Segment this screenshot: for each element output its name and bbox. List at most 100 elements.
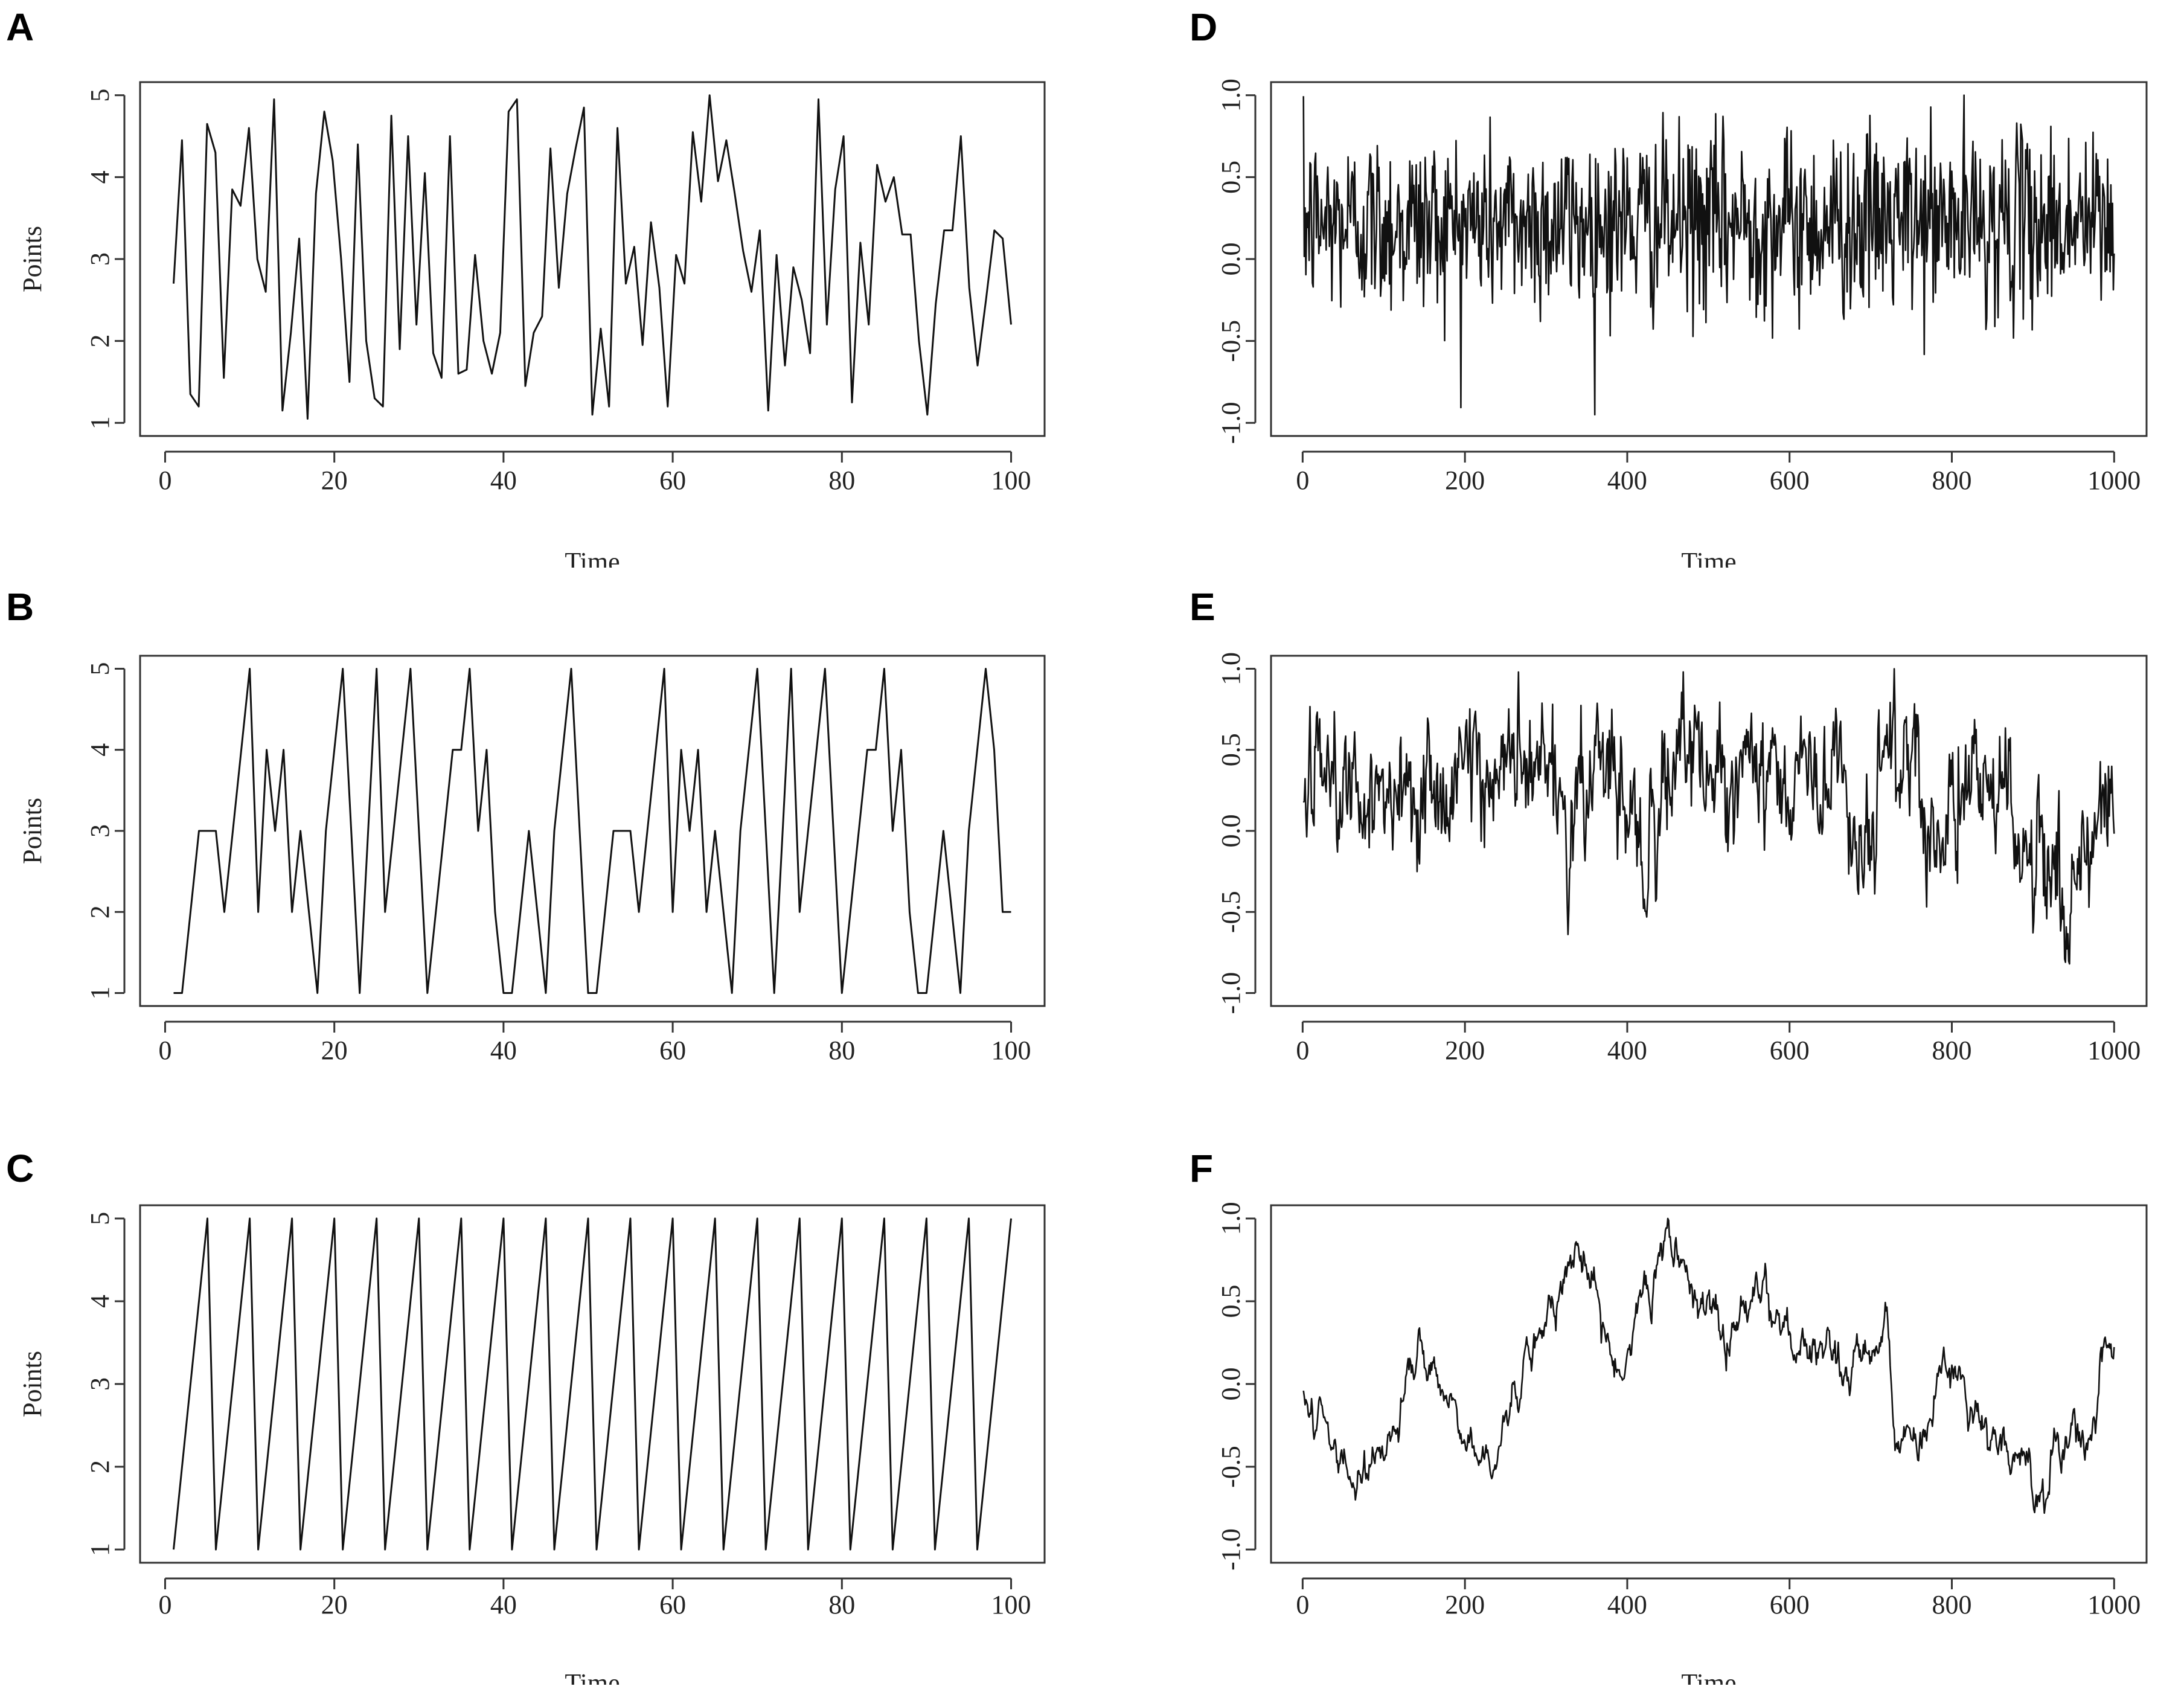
plot-frame-a	[139, 81, 1046, 437]
y-tick-label-c: 4	[85, 1295, 115, 1308]
x-axis-title-b: Time	[565, 1114, 620, 1117]
panel-letter-c: C	[6, 1147, 34, 1190]
series-line-b	[173, 668, 1011, 994]
y-tick-label-d: 0.5	[1216, 161, 1246, 194]
panel-b: B 1 2 3 4 5 0 20 40 60 80 100 Time Points	[0, 568, 1087, 1117]
y-tick-label-f: 1.0	[1216, 1202, 1246, 1235]
plot-frame-b	[139, 655, 1046, 1007]
x-tick-label-f: 400	[1607, 1590, 1647, 1620]
y-tick-label-f: -1.0	[1216, 1528, 1246, 1571]
chart-c: 1 2 3 4 5 0 20 40 60 80 100 Time Points	[18, 1204, 1046, 1685]
series-line-d	[1302, 94, 2115, 415]
x-tick-label-b: 0	[158, 1036, 171, 1065]
x-tick-label-a: 20	[321, 466, 348, 495]
y-tick-label-b: 2	[85, 905, 115, 918]
series-line-f	[1302, 1217, 2115, 1514]
x-tick-label-c: 60	[659, 1590, 686, 1620]
x-tick-label-c: 20	[321, 1590, 348, 1620]
chart-e: -1.0 -0.5 0.0 0.5 1.0 0 200 400 600 800 1000 Time	[1216, 652, 2148, 1117]
x-tick-label-e: 400	[1607, 1036, 1647, 1065]
x-tick-label-b: 40	[490, 1036, 517, 1065]
x-tick-label-d: 400	[1607, 466, 1647, 495]
plot-frame-d	[1270, 81, 2148, 437]
panel-c: C 1 2 3 4 5 0 20 40 60 80 100 Time Points	[0, 1117, 1087, 1685]
y-tick-label-e: 1.0	[1216, 652, 1246, 685]
x-tick-label-d: 0	[1296, 466, 1309, 495]
series-line-a	[173, 94, 1012, 420]
x-tick-label-b: 100	[991, 1036, 1031, 1065]
chart-a: 1 2 3 4 5 0 20 40 60 80 100 Time Points	[18, 81, 1046, 568]
x-tick-label-b: 60	[659, 1036, 686, 1065]
y-tick-label-d: -0.5	[1216, 320, 1246, 362]
x-tick-label-c: 100	[991, 1590, 1031, 1620]
y-tick-label-f: 0.5	[1216, 1284, 1246, 1318]
x-tick-label-d: 800	[1932, 466, 1972, 495]
panel-letter-a: A	[6, 5, 34, 49]
panel-a: A 1 2 3 4 5 0 20 40 60 80 100 Time Points	[0, 0, 1087, 568]
y-tick-label-e: -1.0	[1216, 972, 1246, 1014]
panel-d: D -1.0 -0.5 0.0 0.5 1.0 0 200 400 600 800 1000 Time	[1087, 0, 2184, 568]
y-tick-label-d: 1.0	[1216, 78, 1246, 112]
x-tick-label-e: 600	[1770, 1036, 1810, 1065]
chart-f: -1.0 -0.5 0.0 0.5 1.0 0 200 400 600 800 1000 Time	[1216, 1202, 2148, 1685]
x-tick-label-b: 20	[321, 1036, 348, 1065]
x-tick-label-a: 80	[828, 466, 855, 495]
y-tick-label-a: 2	[85, 335, 115, 348]
y-tick-label-e: -0.5	[1216, 891, 1246, 933]
x-tick-label-f: 0	[1296, 1590, 1309, 1620]
x-tick-label-d: 600	[1770, 466, 1810, 495]
x-tick-label-d: 200	[1445, 466, 1485, 495]
chart-d: -1.0 -0.5 0.0 0.5 1.0 0 200 400 600 800 1000 Time	[1216, 78, 2148, 568]
x-tick-label-a: 60	[659, 466, 686, 495]
y-tick-label-a: 5	[85, 89, 115, 102]
x-tick-label-a: 100	[991, 466, 1031, 495]
panel-e: E -1.0 -0.5 0.0 0.5 1.0 0 200 400 600 800 1000 Time	[1087, 568, 2184, 1117]
x-tick-label-c: 80	[828, 1590, 855, 1620]
y-tick-label-b: 4	[85, 743, 115, 757]
chart-b: 1 2 3 4 5 0 20 40 60 80 100 Time Points	[18, 655, 1046, 1117]
panel-letter-f: F	[1190, 1147, 1214, 1190]
y-tick-label-c: 3	[85, 1377, 115, 1391]
y-tick-label-e: 0.0	[1216, 815, 1246, 848]
panel-letter-b: B	[6, 585, 34, 629]
y-tick-label-c: 5	[85, 1212, 115, 1225]
plot-frame-f	[1270, 1204, 2148, 1564]
series-line-e	[1302, 668, 2115, 965]
series-line-c	[173, 1217, 1012, 1551]
y-axis-title-b: Points	[18, 798, 47, 864]
plot-frame-e	[1270, 655, 2148, 1007]
y-tick-label-c: 1	[85, 1543, 115, 1556]
x-axis-title-a: Time	[565, 547, 620, 568]
y-tick-label-a: 1	[85, 416, 115, 429]
panel-letter-d: D	[1190, 5, 1218, 49]
x-tick-label-e: 200	[1445, 1036, 1485, 1065]
x-tick-label-f: 800	[1932, 1590, 1972, 1620]
x-tick-label-f: 600	[1770, 1590, 1810, 1620]
x-tick-label-c: 40	[490, 1590, 517, 1620]
x-tick-label-f: 200	[1445, 1590, 1485, 1620]
y-tick-label-f: -0.5	[1216, 1446, 1246, 1488]
plot-frame-c	[139, 1204, 1046, 1564]
x-tick-label-a: 40	[490, 466, 517, 495]
x-tick-label-e: 0	[1296, 1036, 1309, 1065]
x-axis-title-f: Time	[1681, 1668, 1736, 1685]
y-tick-label-a: 4	[85, 170, 115, 184]
x-tick-label-c: 0	[158, 1590, 171, 1620]
panel-f: F -1.0 -0.5 0.0 0.5 1.0 0 200 400 600 800 1000 Time	[1087, 1117, 2184, 1685]
x-axis-title-d: Time	[1681, 547, 1736, 568]
y-tick-label-d: -1.0	[1216, 402, 1246, 444]
x-tick-label-a: 0	[158, 466, 171, 495]
y-tick-label-a: 3	[85, 252, 115, 266]
y-tick-label-c: 2	[85, 1460, 115, 1473]
y-tick-label-f: 0.0	[1216, 1368, 1246, 1401]
y-tick-label-d: 0.0	[1216, 243, 1246, 276]
x-tick-label-d: 1000	[2087, 466, 2141, 495]
x-tick-label-e: 1000	[2087, 1036, 2141, 1065]
x-tick-label-f: 1000	[2087, 1590, 2141, 1620]
y-tick-label-e: 0.5	[1216, 733, 1246, 766]
y-tick-label-b: 5	[85, 662, 115, 675]
y-axis-title-c: Points	[18, 1351, 47, 1417]
x-axis-title-e: Time	[1681, 1114, 1736, 1117]
x-tick-label-b: 80	[828, 1036, 855, 1065]
x-axis-title-c: Time	[565, 1668, 620, 1685]
